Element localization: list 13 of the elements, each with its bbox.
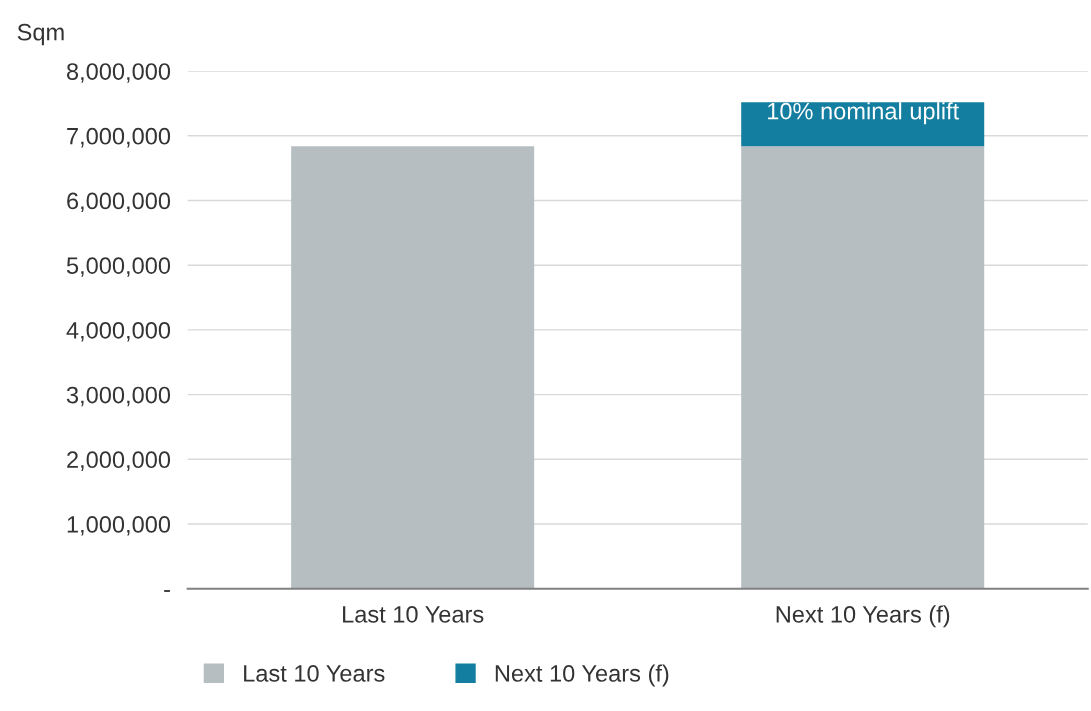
y-tick-label: 1,000,000 bbox=[67, 516, 171, 536]
legend-label: Last 10 Years bbox=[244, 665, 385, 682]
y-tick-label: 7,000,000 bbox=[67, 127, 171, 148]
y-tick-label: 5,000,000 bbox=[66, 257, 171, 277]
y-tick-label: 3,000,000 bbox=[66, 386, 171, 407]
y-tick-label: 2,000,000 bbox=[67, 451, 171, 471]
y-axis-title: Sqm bbox=[17, 23, 64, 46]
y-tick-label: 8,000,000 bbox=[66, 63, 171, 83]
y-tick-label: 4,000,000 bbox=[66, 321, 171, 342]
y-tick-label: 6,000,000 bbox=[67, 192, 171, 213]
legend-label: Next 10 Years (f) bbox=[495, 664, 669, 687]
annotation: 10% nominal uplift bbox=[768, 102, 960, 125]
y-tick-label: - bbox=[164, 590, 170, 592]
